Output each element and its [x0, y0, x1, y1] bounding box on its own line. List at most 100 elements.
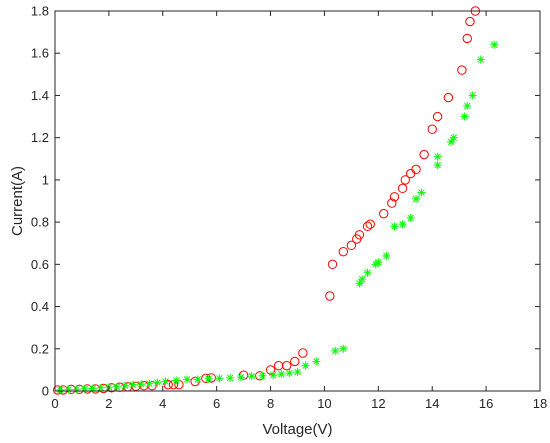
series-2 [56, 40, 499, 394]
data-point [490, 40, 499, 49]
data-point [355, 279, 364, 288]
data-point [183, 375, 192, 384]
data-point [417, 188, 426, 197]
data-point [226, 373, 235, 382]
data-point [112, 382, 121, 391]
data-point [247, 372, 256, 381]
data-point [215, 374, 224, 383]
data-point [153, 378, 162, 387]
data-point [258, 371, 267, 380]
x-tick-label: 6 [213, 396, 220, 411]
data-point [374, 258, 383, 267]
data-point [449, 133, 458, 142]
data-point [137, 380, 146, 389]
data-point [346, 240, 357, 251]
data-point [463, 102, 472, 110]
data-point [282, 360, 292, 371]
data-point [64, 385, 73, 394]
x-tick-label: 14 [425, 396, 439, 411]
data-point [358, 275, 367, 284]
y-tick-label: 1 [42, 172, 49, 187]
data-point [72, 385, 81, 394]
data-point [293, 368, 302, 376]
data-point [419, 149, 429, 160]
axes-box [54, 10, 541, 392]
data-point [236, 373, 245, 382]
data-point [129, 380, 138, 389]
data-point [457, 65, 467, 75]
data-point [443, 92, 454, 103]
data-point [277, 370, 286, 379]
data-point [363, 268, 372, 277]
x-tick-label: 0 [51, 396, 58, 411]
data-point [412, 194, 421, 203]
data-point [56, 385, 65, 394]
x-tick-label: 16 [479, 396, 493, 411]
data-point [398, 220, 407, 229]
y-axis-label: Current(A) [9, 166, 26, 236]
data-point [379, 208, 389, 219]
data-point [400, 175, 410, 185]
x-tick-label: 18 [533, 396, 547, 411]
data-point [462, 33, 472, 44]
y-tick-label: 1.8 [31, 4, 49, 19]
y-tick-label: 0.4 [31, 299, 49, 314]
x-tick-label: 12 [371, 396, 385, 411]
data-point [204, 374, 213, 383]
data-point [163, 379, 173, 390]
data-point [382, 251, 391, 260]
y-tick-label: 0 [42, 384, 49, 399]
ticks-layer: 0 2 4 6 8 10 12 14 16 18 0 0.2 0.4 0.6 0.8 1 1.2 1.4 1.6 1.… [31, 4, 547, 412]
data-point [290, 356, 300, 367]
y-tick-label: 0.8 [31, 215, 49, 230]
x-axis-label: Voltage(V) [262, 421, 332, 438]
y-tick-label: 1.4 [31, 88, 49, 103]
y-tick-label: 1.2 [31, 130, 49, 145]
data-point [285, 369, 294, 378]
data-point [390, 222, 399, 231]
data-point [397, 183, 408, 194]
data-point [298, 348, 308, 358]
data-point [269, 371, 278, 380]
y-tick-label: 1.6 [31, 46, 49, 61]
data-point [193, 375, 202, 384]
series-layer [52, 6, 499, 395]
data-point [365, 219, 375, 229]
data-point [325, 291, 335, 301]
y-tick-label: 0.2 [31, 341, 49, 356]
data-point [476, 55, 485, 64]
data-point [145, 379, 154, 388]
data-point [433, 152, 442, 161]
data-point [339, 344, 348, 353]
data-point [362, 221, 373, 232]
data-point [96, 383, 105, 392]
data-point [465, 16, 475, 27]
data-point [427, 124, 437, 134]
data-point [460, 112, 469, 121]
data-point [447, 137, 456, 146]
x-tick-label: 10 [317, 396, 331, 411]
data-point [411, 164, 421, 175]
data-point [121, 381, 130, 390]
data-point [161, 377, 170, 386]
x-tick-label: 4 [159, 396, 166, 411]
data-point [389, 192, 400, 202]
x-tick-label: 8 [267, 396, 274, 411]
data-point [432, 111, 443, 122]
data-point [468, 91, 477, 100]
data-point [327, 259, 338, 270]
data-point [387, 198, 397, 208]
y-tick-label: 0.6 [31, 257, 49, 272]
data-point [80, 384, 89, 393]
data-point [312, 357, 321, 366]
data-point [338, 246, 349, 257]
x-tick-label: 2 [105, 396, 112, 411]
data-point [433, 161, 442, 170]
data-point [301, 361, 310, 370]
data-point [406, 213, 415, 222]
data-point [331, 346, 340, 355]
data-point [265, 365, 276, 375]
data-point [354, 230, 365, 240]
data-point [172, 376, 181, 385]
